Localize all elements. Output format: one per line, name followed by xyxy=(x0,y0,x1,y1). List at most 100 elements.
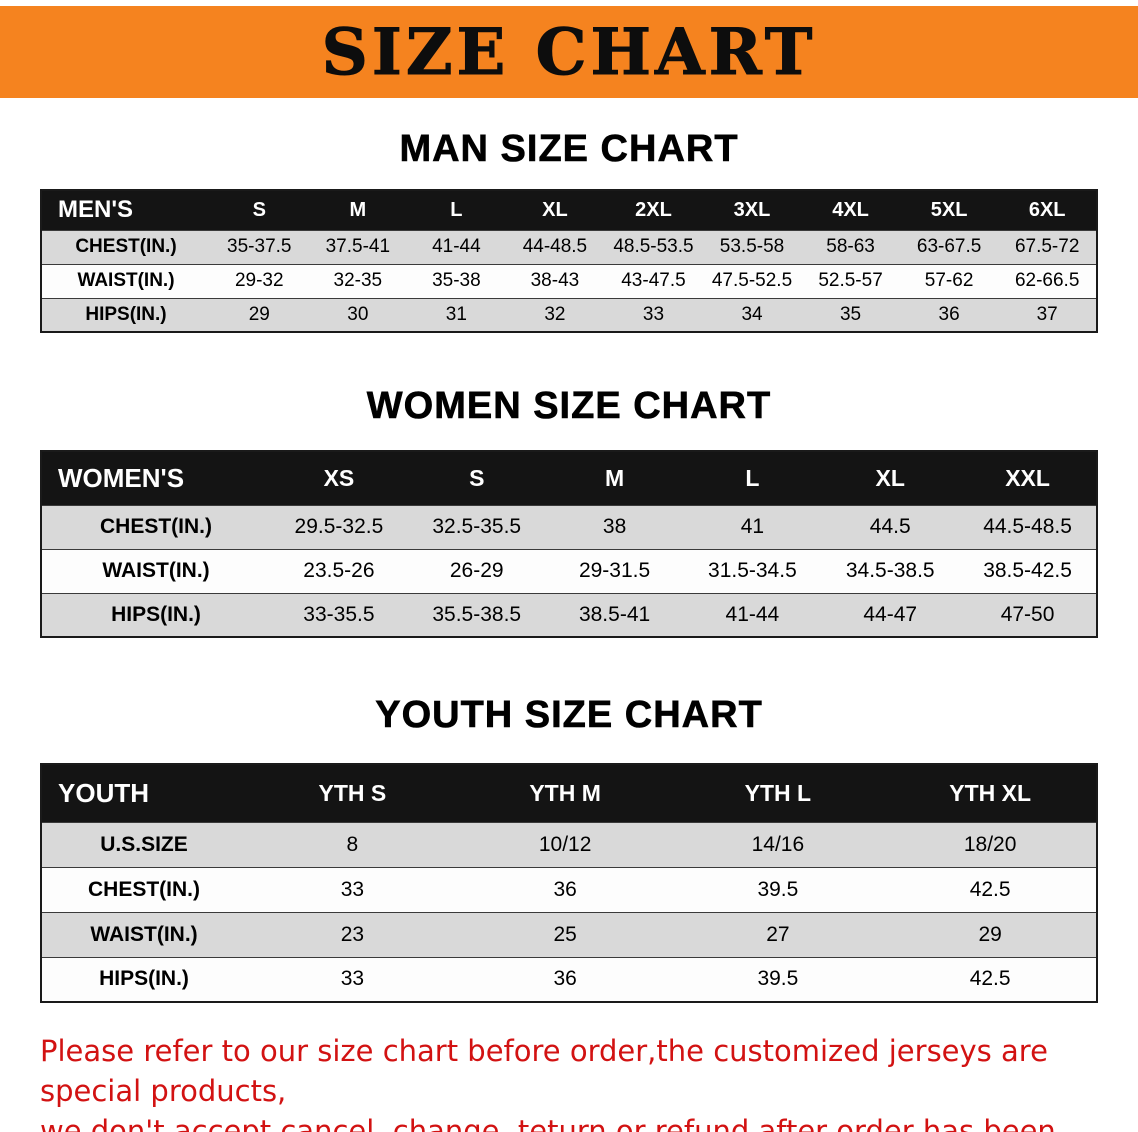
size-value: 18/20 xyxy=(963,832,1017,856)
size-value: 63-67.5 xyxy=(916,236,982,257)
measurement-row: CHEST(IN.) 29.5-32.5 32.5-35.5 38 41 44.5 44.5… xyxy=(41,505,1097,549)
size-value: 33 xyxy=(340,967,365,991)
size-value: 36 xyxy=(553,877,577,901)
header-row: MEN'S S M L XL 2XL 3XL 4XL 5XL 6XL xyxy=(41,190,1097,230)
women-size-table: WOMEN'S XS S M L XL XXL CHEST(IN.) 29.5-32.5 32.5… xyxy=(40,450,1098,638)
row-label: HIPS(IN.) xyxy=(111,602,201,626)
size-value: 41-44 xyxy=(725,602,780,626)
men-size-section: MAN SIZE CHART MEN'S S M L XL 2XL 3XL 4XL 5XL 6XL… xyxy=(0,128,1138,333)
row-label: WAIST(IN.) xyxy=(90,922,198,946)
size-value: 23 xyxy=(340,922,365,946)
size-value: 41 xyxy=(740,515,765,538)
table-title-cell: WOMEN'S xyxy=(58,462,185,493)
size-column-header: XL xyxy=(542,198,568,221)
size-value: 62-66.5 xyxy=(1014,270,1080,291)
size-column-header: YTH S xyxy=(318,779,387,806)
size-value: 53.5-58 xyxy=(719,236,785,257)
size-value: 42.5 xyxy=(969,877,1011,901)
size-value: 33 xyxy=(340,877,365,901)
size-value: 31.5-34.5 xyxy=(708,559,797,582)
women-size-section: WOMEN SIZE CHART WOMEN'S XS S M L XL XXL CHEST(… xyxy=(0,385,1138,638)
size-value: 38-43 xyxy=(530,270,580,291)
size-value: 10/12 xyxy=(538,832,592,856)
size-value: 25 xyxy=(553,922,577,946)
size-value: 8 xyxy=(346,832,359,856)
size-value: 31 xyxy=(445,303,467,325)
row-label: HIPS(IN.) xyxy=(99,967,189,991)
row-label: HIPS(IN.) xyxy=(85,303,167,325)
title-banner: SIZE CHART xyxy=(0,6,1138,98)
youth-size-section: YOUTH SIZE CHART YOUTH YTH S YTH M YTH L YTH… xyxy=(0,694,1138,1003)
size-value: 43-47.5 xyxy=(621,270,686,291)
size-value: 33-35.5 xyxy=(303,602,375,626)
size-value: 32 xyxy=(544,303,566,325)
size-value: 57-62 xyxy=(924,270,974,291)
women-section-heading: WOMEN SIZE CHART xyxy=(366,385,772,428)
size-value: 52.5-57 xyxy=(818,270,883,291)
size-value: 29.5-32.5 xyxy=(294,515,384,538)
measurement-row: WAIST(IN.) 23.5-26 26-29 29-31.5 31.5-34.5 34… xyxy=(41,549,1097,593)
size-column-header: M xyxy=(349,198,367,221)
size-value: 44-48.5 xyxy=(522,236,588,257)
size-value: 23.5-26 xyxy=(303,559,375,582)
size-value: 44.5-48.5 xyxy=(983,515,1072,538)
size-value: 29 xyxy=(978,922,1002,946)
size-column-header: 5XL xyxy=(930,198,968,221)
measurement-row: HIPS(IN.) 33 36 39.5 42.5 xyxy=(41,957,1097,1002)
size-value: 37.5-41 xyxy=(325,236,391,257)
header-row: YOUTH YTH S YTH M YTH L YTH XL xyxy=(41,764,1097,822)
size-value: 67.5-72 xyxy=(1014,236,1080,257)
size-value: 35-37.5 xyxy=(227,236,292,257)
table-title-cell: YOUTH xyxy=(58,777,149,808)
size-column-header: L xyxy=(450,198,463,221)
size-column-header: M xyxy=(604,464,625,491)
size-value: 41-44 xyxy=(432,236,481,257)
size-value: 44.5 xyxy=(869,515,911,538)
men-size-table: MEN'S S M L XL 2XL 3XL 4XL 5XL 6XL CHEST(IN.) 35-37… xyxy=(40,189,1098,333)
size-value: 44-47 xyxy=(863,602,918,626)
size-value: 38.5-41 xyxy=(578,602,651,626)
header-row: WOMEN'S XS S M L XL XXL xyxy=(41,451,1097,505)
size-column-header: YTH L xyxy=(744,779,812,806)
row-label: WAIST(IN.) xyxy=(77,270,175,291)
size-value: 38 xyxy=(602,515,627,538)
size-value: 47-50 xyxy=(1000,602,1055,626)
row-label: WAIST(IN.) xyxy=(102,559,210,582)
disclaimer-note: Please refer to our size chart before or… xyxy=(40,1031,1138,1132)
table-title-cell: MEN'S xyxy=(58,196,134,224)
size-value: 37 xyxy=(1036,303,1058,325)
size-value: 29 xyxy=(248,303,270,325)
size-value: 38.5-42.5 xyxy=(983,559,1072,582)
size-value: 36 xyxy=(938,303,960,325)
size-value: 34.5-38.5 xyxy=(845,559,935,582)
size-value: 39.5 xyxy=(757,967,799,991)
youth-section-heading: YOUTH SIZE CHART xyxy=(375,694,763,737)
size-column-header: 6XL xyxy=(1028,198,1066,221)
size-value: 26-29 xyxy=(449,559,504,582)
size-value: 14/16 xyxy=(751,832,805,856)
row-label: CHEST(IN.) xyxy=(100,515,212,538)
page-title: SIZE CHART xyxy=(321,14,817,90)
size-column-header: YTH M xyxy=(529,779,601,806)
measurement-row: WAIST(IN.) 23 25 27 29 xyxy=(41,912,1097,957)
size-column-header: 3XL xyxy=(733,198,771,221)
size-value: 34 xyxy=(741,303,763,325)
row-label: CHEST(IN.) xyxy=(88,877,200,901)
row-label: CHEST(IN.) xyxy=(75,236,177,257)
disclaimer-line-1: Please refer to our size chart before or… xyxy=(40,1034,1048,1109)
size-value: 35-38 xyxy=(432,270,481,291)
size-value: 35 xyxy=(839,303,862,325)
size-value: 32-35 xyxy=(333,270,383,291)
youth-size-table: YOUTH YTH S YTH M YTH L YTH XL U.S.SIZE 8 10/12… xyxy=(40,763,1098,1003)
size-value: 32.5-35.5 xyxy=(432,515,522,538)
size-value: 39.5 xyxy=(757,877,799,901)
size-value: 58-63 xyxy=(826,236,875,257)
size-value: 42.5 xyxy=(969,967,1011,991)
size-column-header: S xyxy=(469,464,485,491)
size-value: 35.5-38.5 xyxy=(432,602,522,626)
size-value: 48.5-53.5 xyxy=(613,236,694,257)
size-value: 27 xyxy=(766,922,790,946)
size-column-header: S xyxy=(252,198,266,221)
size-column-header: YTH XL xyxy=(949,779,1032,806)
